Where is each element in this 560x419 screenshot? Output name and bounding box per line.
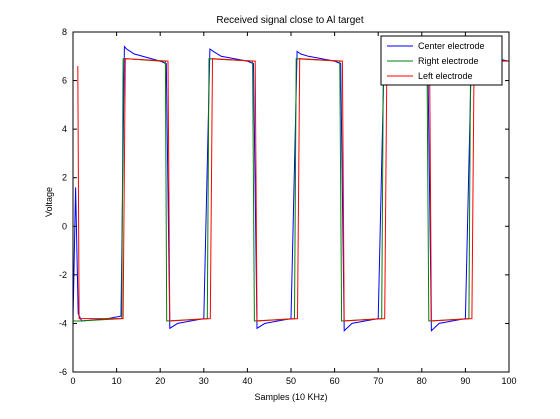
y-tick-label: 8 [62,27,67,37]
x-tick-label: 40 [242,376,252,386]
series-line-1 [73,45,509,332]
x-tick-label: 70 [373,376,383,386]
y-tick-label: -6 [59,367,67,377]
x-tick-label: 10 [112,376,122,386]
y-tick-label: 2 [62,173,67,183]
x-tick-label: 30 [199,376,209,386]
legend-label: Left electrode [418,71,473,81]
y-tick-label: -2 [59,270,67,280]
x-tick-label: 80 [417,376,427,386]
legend: Center electrode Right electrode Left elec… [380,35,503,86]
legend-label: Right electrode [418,56,479,66]
legend-label: Center electrode [418,41,485,51]
x-tick-label: 100 [501,376,516,386]
y-axis: -6 -4 -2 0 2 4 6 8 [59,27,509,377]
chart-title: Received signal close to Al target [216,15,364,26]
series-layer [73,45,509,332]
x-tick-label: 50 [286,376,296,386]
x-axis-label: Samples (10 KHz) [254,392,327,402]
y-tick-label: 6 [62,76,67,86]
x-tick-label: 0 [70,376,75,386]
series-line-3 [77,58,509,322]
x-tick-label: 20 [155,376,165,386]
plot-area: 0 10 20 30 40 50 60 70 80 90 100 -6 -4 -2 0 2 4 6 8 [59,27,517,386]
y-axis-label: Voltage [44,187,54,217]
y-tick-label: -4 [59,318,67,328]
x-tick-label: 90 [460,376,470,386]
y-tick-label: 0 [62,221,67,231]
y-tick-label: 4 [62,124,67,134]
x-tick-label: 60 [330,376,340,386]
x-axis: 0 10 20 30 40 50 60 70 80 90 100 [70,32,517,386]
